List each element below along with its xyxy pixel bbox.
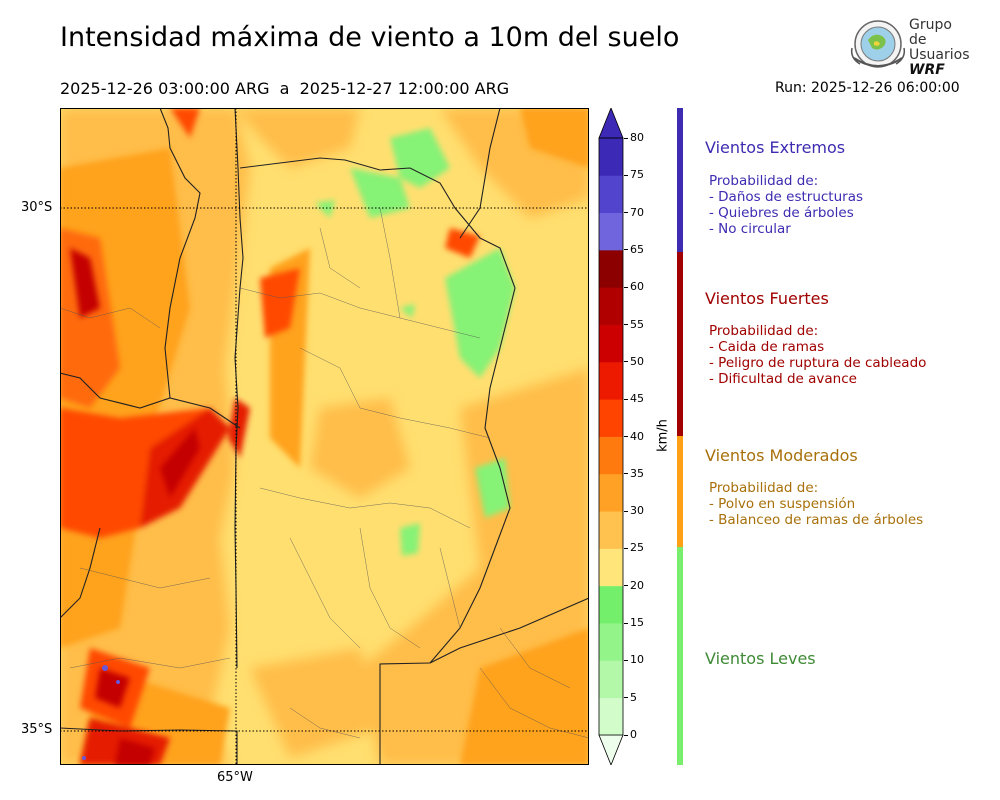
colorbar-bin-35 [599,436,623,475]
colorbar-tick-mark [624,137,628,139]
logo-line-2: Usuarios [909,47,970,63]
category-strong: Vientos Fuertes Probabilidad de: - Caida… [705,289,926,387]
category-extreme-line-1: Probabilidad de: [709,173,819,189]
colorbar-bin-70 [599,175,623,214]
colorbar-tick-mark [624,361,628,363]
province-boundaries [60,108,589,765]
category-extreme-title: Vientos Extremos [705,138,846,157]
colorbar-tick-mark [624,659,628,661]
colorbar [598,108,624,765]
logo-line-3: WRF [909,62,945,78]
category-extreme-line-3: - Quiebres de árboles [709,205,854,221]
globe-seal-icon [850,20,906,68]
category-strong-title: Vientos Fuertes [705,289,829,308]
colorbar-tick-label: 35 [630,466,644,480]
colorbar-tick-label: 60 [630,280,644,294]
department-boundaries [60,207,589,739]
category-bar-light [677,547,683,765]
gridlines [60,108,589,765]
lat-tick-30s: 30°S [21,200,53,215]
category-moderate-line-3: - Balanceo de ramas de árboles [709,512,924,528]
colorbar-tick-label: 25 [630,541,644,555]
grupo-wrf-logo: Grupo de Usuarios WRF [848,17,970,78]
colorbar-bin-60 [599,249,623,288]
colorbar-bin-15 [599,585,623,624]
colorbar-tick-mark [624,436,628,437]
category-strong-line-1: Probabilidad de: [709,323,819,339]
colorbar-max-arrow [598,108,624,139]
colorbar-tick-mark [624,212,628,214]
category-light: Vientos Leves [705,649,816,668]
lon-tick-65w: 65°W [217,770,253,785]
colorbar-tick-label: 15 [630,616,644,630]
colorbar-tick-mark [624,174,628,176]
forecast-period: 2025-12-26 03:00:00 ARG a 2025-12-27 12:… [60,79,510,98]
colorbar-tick-label: 30 [630,504,644,518]
colorbar-tick-label: 75 [630,168,644,182]
colorbar-tick-label: 70 [630,205,644,219]
colorbar-bin-55 [599,287,623,325]
category-moderate-title: Vientos Moderados [705,446,858,465]
colorbar-tick-mark [624,286,628,288]
colorbar-bin-10 [599,623,623,661]
colorbar-tick-label: 50 [630,354,644,368]
colorbar-bin-65 [599,212,623,251]
colorbar-bin-75 [599,138,623,176]
colorbar-tick-mark [624,473,628,475]
colorbar-tick-mark [624,622,628,624]
colorbar-tick-label: 10 [630,653,644,667]
colorbar-tick-mark [624,585,628,587]
category-extreme: Vientos Extremos Probabilidad de: - Daño… [705,138,863,237]
category-bar-extreme [677,108,683,252]
colorbar-tick-label: 65 [630,242,644,256]
category-moderate-line-1: Probabilidad de: [709,480,819,496]
colorbar-bin-30 [599,473,623,512]
page-title: Intensidad máxima de viento a 10m del su… [60,22,680,53]
colorbar-tick-label: 5 [630,690,637,704]
category-moderate: Vientos Moderados Probabilidad de: - Pol… [705,446,923,528]
category-bar-strong [677,252,683,436]
category-strong-line-2: - Caida de ramas [709,339,825,355]
colorbar-min-arrow [598,734,624,765]
colorbar-bin-25 [599,511,623,549]
run-time: Run: 2025-12-26 06:00:00 [775,80,960,96]
category-bar [677,108,683,765]
colorbar-units: km/h [655,419,671,452]
colorbar-bin-0 [599,697,623,736]
colorbar-bin-5 [599,660,623,699]
colorbar-tick-label: 55 [630,317,644,331]
category-strong-line-3: - Peligro de ruptura de cableado [709,355,927,371]
category-extreme-line-4: - No circular [709,221,791,237]
category-strong-line-4: - Dificultad de avance [709,371,857,387]
colorbar-tick-mark [624,324,628,326]
category-extreme-line-2: - Daños de estructuras [709,189,864,205]
colorbar-tick-mark [624,510,628,512]
colorbar-tick-mark [624,697,628,699]
colorbar-tick-label: 45 [630,392,644,406]
colorbar-tick-label: 0 [630,728,637,741]
colorbar-tick-mark [624,734,628,736]
colorbar-tick-label: 40 [630,429,644,443]
colorbar-bin-20 [599,548,623,587]
colorbar-bin-50 [599,324,623,363]
logo-line-1: Grupo de [909,17,952,48]
colorbar-tick-mark [624,398,628,400]
colorbar-bin-45 [599,361,623,400]
colorbar-tick-mark [624,547,628,549]
category-bar-moderate [677,436,683,547]
category-moderate-line-2: - Polvo en suspensión [709,496,856,512]
colorbar-bin-40 [599,399,623,437]
colorbar-tick-label: 20 [630,578,644,592]
colorbar-tick-mark [624,249,628,251]
colorbar-tick-label: 80 [630,131,644,144]
wind-map [60,108,589,765]
lat-tick-35s: 35°S [21,722,53,737]
category-light-title: Vientos Leves [705,649,816,668]
